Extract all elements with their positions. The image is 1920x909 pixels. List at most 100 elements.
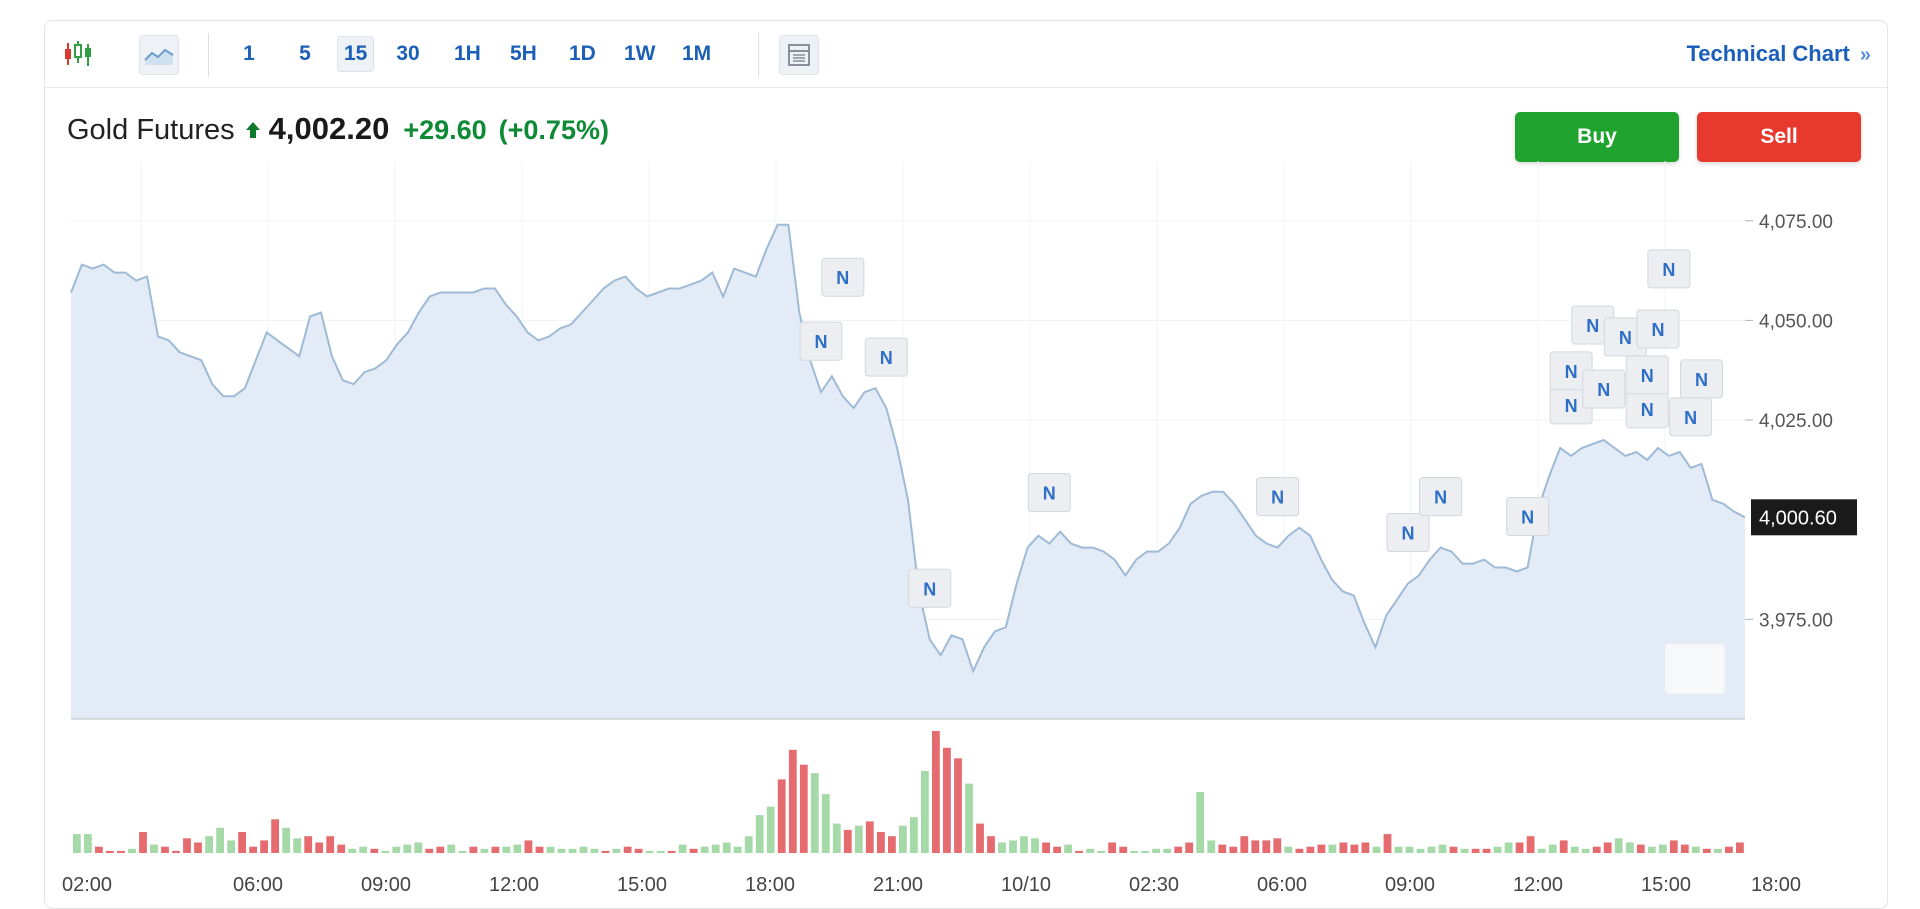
timeframe-5h[interactable]: 5H <box>510 42 537 65</box>
layout-icon[interactable] <box>779 35 819 75</box>
x-tick-label: 10/10 <box>1001 874 1051 896</box>
volume-bar <box>106 850 114 853</box>
volume-bar <box>1042 842 1050 853</box>
x-tick-label: 18:00 <box>745 874 795 896</box>
volume-bar <box>1603 842 1612 853</box>
news-marker-label: N <box>1641 366 1654 386</box>
volume-bar <box>788 749 797 853</box>
volume-bar <box>1526 836 1535 853</box>
volume-bar <box>1570 846 1579 853</box>
volume-bar <box>612 848 621 853</box>
timeframe-1w[interactable]: 1W <box>624 42 656 65</box>
volume-bar <box>1449 846 1458 853</box>
volume-bar <box>1658 844 1667 853</box>
news-marker-label: N <box>1521 508 1534 528</box>
volume-bar <box>1647 846 1656 853</box>
timeframe-1m[interactable]: 1M <box>682 42 712 65</box>
price-change-percent: (+0.75%) <box>498 115 609 145</box>
volume-bar <box>326 836 335 853</box>
volume-bar <box>414 842 423 853</box>
volume-bar <box>1383 834 1392 853</box>
volume-bar <box>1581 848 1590 853</box>
volume-bar <box>1438 844 1447 853</box>
volume-bar <box>1405 846 1414 853</box>
news-marker-label: N <box>1652 320 1665 340</box>
volume-bar <box>469 846 478 853</box>
news-marker-label: N <box>1619 328 1632 348</box>
volume-bar <box>1725 846 1733 853</box>
volume-bar <box>194 842 202 853</box>
news-marker-box <box>1027 473 1071 513</box>
volume-bar <box>601 850 610 853</box>
volume-bar <box>557 848 566 853</box>
volume-bar <box>524 840 533 853</box>
x-tick-label: 06:00 <box>233 874 283 896</box>
news-marker-box <box>1582 369 1626 409</box>
volume-bar <box>249 846 257 853</box>
candlestick-icon[interactable] <box>59 35 97 73</box>
volume-bar <box>733 846 742 853</box>
timeframe-30[interactable]: 30 <box>396 42 420 65</box>
volume-bar <box>1009 840 1017 853</box>
timeframe-1h[interactable]: 1H <box>454 42 481 65</box>
volume-bar <box>282 827 291 853</box>
news-marker-box <box>821 257 865 297</box>
last-price-box <box>1751 499 1857 536</box>
news-marker-label: N <box>880 348 893 368</box>
volume-bar <box>1394 846 1403 853</box>
volume-bar <box>73 834 81 853</box>
volume-bar <box>700 846 709 853</box>
news-marker-box <box>1506 497 1550 536</box>
volume-bar <box>1736 842 1744 853</box>
volume-bar <box>1262 840 1271 853</box>
volume-bar <box>447 844 456 853</box>
price-line <box>70 223 1746 674</box>
volume-bar <box>1548 844 1557 853</box>
volume-bar <box>1075 850 1083 853</box>
volume-bar <box>1097 850 1105 853</box>
technical-chart-label: Technical Chart <box>1686 41 1850 66</box>
volume-bar <box>1108 842 1116 853</box>
news-marker-box <box>799 321 843 361</box>
timeframe-15[interactable]: 15 <box>337 36 375 72</box>
area-chart-icon[interactable] <box>139 35 179 75</box>
price-chart: Investing.com 4,075.004,050.004,025.003,… <box>62 161 1857 896</box>
y-tick-label: 3,975.00 <box>1759 610 1833 631</box>
volume-bar <box>865 821 874 853</box>
volume-bar <box>1339 842 1348 853</box>
y-axis: 4,075.00 4,050.00 4,025.00 3,975.00 <box>1745 212 1833 631</box>
last-price-label: 4,000.60 <box>1751 499 1857 536</box>
volume-bar <box>766 806 775 853</box>
news-marker-label: N <box>1043 484 1056 504</box>
news-marker-label: N <box>1695 370 1708 390</box>
volume-bar <box>172 850 180 853</box>
x-tick-label: 09:00 <box>361 874 411 896</box>
volume-bar <box>1317 844 1326 853</box>
timeframe-5[interactable]: 5 <box>299 42 311 65</box>
volume-bar <box>711 844 720 853</box>
volume-bar <box>348 848 357 853</box>
x-tick-label: 15:00 <box>1641 874 1691 896</box>
volume-bar <box>1537 848 1546 853</box>
sell-button[interactable]: Sell <box>1697 112 1861 162</box>
volume-bar <box>1471 848 1480 853</box>
volume-bar <box>1680 844 1689 853</box>
chart-options-button[interactable] <box>1664 643 1726 695</box>
timeframe-1d[interactable]: 1D <box>569 42 596 65</box>
volume-bar <box>271 819 279 853</box>
news-marker-label: N <box>1434 488 1447 508</box>
timeframe-1[interactable]: 1 <box>243 42 255 65</box>
volume-bar <box>491 846 500 853</box>
volume-bar <box>392 846 401 853</box>
buy-button[interactable]: Buy <box>1515 112 1679 162</box>
volume-bar <box>854 825 863 853</box>
volume-bar <box>1020 836 1028 853</box>
volume-bar <box>965 783 973 853</box>
technical-chart-link[interactable]: Technical Chart » <box>1686 41 1871 67</box>
quote-header: Gold Futures 4,002.20 +29.60 (+0.75%) <box>67 111 609 147</box>
volume-bar <box>678 844 687 853</box>
volume-bar <box>1273 838 1282 853</box>
volume-bar <box>1504 842 1513 853</box>
volume-bar <box>1229 846 1238 853</box>
news-marker-box <box>1680 359 1723 399</box>
